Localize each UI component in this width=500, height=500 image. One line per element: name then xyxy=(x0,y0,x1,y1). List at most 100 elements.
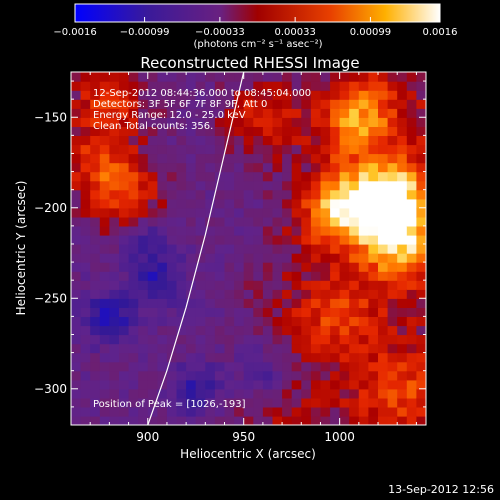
heatmap-cell xyxy=(416,81,426,91)
heatmap-cell xyxy=(224,253,235,263)
heatmap-cell xyxy=(301,90,312,100)
heatmap-cell xyxy=(138,316,149,327)
heatmap-cell xyxy=(339,180,350,191)
heatmap-cell xyxy=(205,361,216,372)
heatmap-cell xyxy=(291,253,302,263)
heatmap-cell xyxy=(90,207,101,218)
heatmap-cell xyxy=(234,108,245,118)
heatmap-cell xyxy=(368,135,379,146)
heatmap-cell xyxy=(195,207,206,218)
heatmap-cell xyxy=(339,406,350,417)
heatmap-cell xyxy=(186,262,197,272)
heatmap-cell xyxy=(80,153,91,164)
heatmap-cell xyxy=(397,307,408,317)
heatmap-cell xyxy=(109,225,120,236)
heatmap-cell xyxy=(99,90,110,100)
heatmap-cell xyxy=(166,244,178,254)
heatmap-cell xyxy=(195,289,206,299)
heatmap-cell xyxy=(147,90,158,100)
heatmap-cell xyxy=(310,126,322,136)
heatmap-cell xyxy=(224,225,235,236)
heatmap-cell xyxy=(147,117,158,127)
heatmap-cell xyxy=(224,198,235,209)
heatmap-cell xyxy=(272,180,283,191)
heatmap-cell xyxy=(339,207,350,218)
heatmap-cell xyxy=(224,352,235,363)
heatmap-cell xyxy=(387,225,398,236)
heatmap-cell xyxy=(205,108,216,118)
heatmap-cell xyxy=(90,280,101,290)
heatmap-cell xyxy=(416,216,426,227)
heatmap-cell xyxy=(368,225,379,236)
heatmap-cell xyxy=(176,262,187,272)
heatmap-cell xyxy=(166,180,178,191)
heatmap-cell xyxy=(90,153,101,164)
heatmap-cell xyxy=(262,280,274,290)
colorbar-unit-label: (photons cm⁻² s⁻¹ asec⁻²) xyxy=(193,39,322,50)
heatmap-cell xyxy=(416,370,426,381)
heatmap-cell xyxy=(320,262,331,272)
heatmap-cell xyxy=(320,307,331,317)
y-axis-ticks: −150 −200 −250 −300 xyxy=(34,80,426,426)
heatmap-cell xyxy=(109,343,120,354)
heatmap-cell xyxy=(262,108,274,118)
heatmap-cell xyxy=(234,280,245,290)
heatmap-cell xyxy=(262,153,274,164)
heatmap-cell xyxy=(234,153,245,164)
heatmap-cell xyxy=(176,225,187,236)
heatmap-cell xyxy=(138,253,149,263)
heatmap-cell xyxy=(320,72,331,82)
heatmap-cell xyxy=(214,397,226,408)
heatmap-cell xyxy=(406,126,417,136)
heatmap-cell xyxy=(378,99,389,109)
heatmap-cell xyxy=(80,72,91,82)
heatmap-cell xyxy=(119,90,130,100)
heatmap-cell xyxy=(416,144,426,155)
heatmap-cell xyxy=(368,388,379,399)
heatmap-cell xyxy=(310,144,322,155)
heatmap-cell xyxy=(272,126,283,136)
heatmap-cell xyxy=(80,135,91,146)
heatmap-cell xyxy=(330,162,341,173)
heatmap-cell xyxy=(243,99,254,109)
heatmap-cell xyxy=(90,234,101,245)
heatmap-cell xyxy=(157,370,168,381)
heatmap-cell xyxy=(406,81,417,91)
heatmap-cell xyxy=(310,307,322,317)
heatmap-cell xyxy=(205,144,216,155)
heatmap-cell xyxy=(310,135,322,146)
heatmap-cell xyxy=(205,216,216,227)
heatmap-cell xyxy=(291,388,302,399)
heatmap-cell xyxy=(349,117,360,127)
heatmap-cell xyxy=(358,316,369,327)
heatmap-cell xyxy=(195,370,206,381)
heatmap-cell xyxy=(378,289,389,299)
heatmap-cell xyxy=(320,415,331,425)
heatmap-cell xyxy=(406,379,417,390)
heatmap-cell xyxy=(416,307,426,317)
heatmap-cell xyxy=(330,198,341,209)
heatmap-cell xyxy=(320,81,331,91)
heatmap-cell xyxy=(378,144,389,155)
heatmap-cell xyxy=(234,262,245,272)
heatmap-cell xyxy=(195,415,206,425)
heatmap-cell xyxy=(71,72,82,82)
heatmap-cell xyxy=(253,180,264,191)
heatmap-cell xyxy=(349,262,360,272)
heatmap-cell xyxy=(368,415,379,425)
heatmap-cell xyxy=(214,234,226,245)
heatmap-cell xyxy=(157,406,168,417)
heatmap-cell xyxy=(291,244,302,254)
heatmap-cell xyxy=(176,343,187,354)
heatmap-cell xyxy=(387,316,398,327)
heatmap-cell xyxy=(234,189,245,200)
heatmap-cell xyxy=(176,289,187,299)
heatmap-cell xyxy=(416,388,426,399)
heatmap-cell xyxy=(214,90,226,100)
heatmap-cell xyxy=(397,117,408,127)
heatmap-cell xyxy=(358,352,369,363)
heatmap-cell xyxy=(262,225,274,236)
heatmap-cell xyxy=(166,361,178,372)
heatmap-cell xyxy=(147,108,158,118)
heatmap-cell xyxy=(224,361,235,372)
